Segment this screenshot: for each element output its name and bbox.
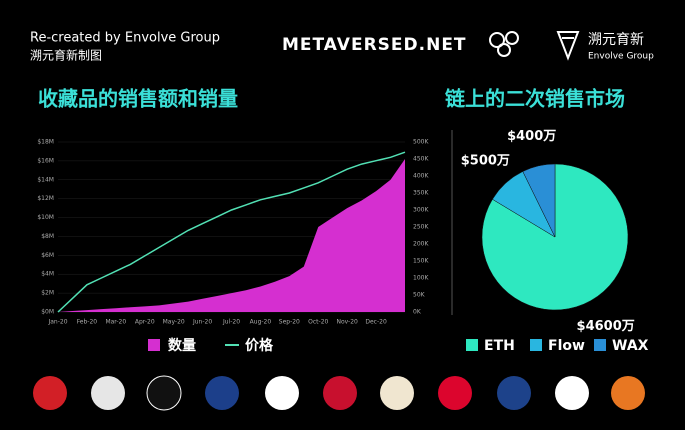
y-tick-label: $6M [41,252,54,259]
y-tick-label: $2M [41,290,54,297]
y-tick-label: $18M [37,139,54,146]
y2-tick-label: 100K [413,275,429,282]
y-tick-label: $16M [37,157,54,164]
y-tick-label: $4M [41,271,54,278]
y2-tick-label: 250K [413,224,429,231]
site-name: METAVERSED.NET [282,35,467,55]
legend-label: ETH [484,338,515,354]
y2-tick-label: 400K [413,173,429,180]
chart-title: 链上的二次销售市场 [445,87,625,111]
x-tick-label: Dec-20 [365,319,387,326]
x-tick-label: Apr-20 [135,319,155,326]
legend-swatch [530,339,542,351]
pie-slice [522,163,556,238]
x-tick-label: Jun-20 [192,319,212,326]
brand-cn: 溯元育新 [588,32,644,48]
x-tick-label: Nov-20 [336,319,358,326]
legend-label: Flow [548,338,585,354]
brand-logos [33,375,645,411]
brand-logo [556,31,580,61]
legend-swatch [466,339,478,351]
value-label: $400万 [507,129,556,144]
value-label: $500万 [461,154,510,169]
x-tick-label: Mar-20 [105,319,126,326]
value-label: $4600万 [577,319,635,334]
y2-tick-label: 500K [413,139,429,146]
credit-cn: 溯元育新制图 [30,48,102,63]
legend-swatch [148,339,160,351]
y2-tick-label: 0K [413,309,422,316]
x-tick-label: Jan-20 [47,319,67,326]
site-logo [489,31,519,57]
x-tick-label: Aug-20 [250,319,272,326]
y2-tick-label: 300K [413,207,429,214]
legend-label: 价格 [245,337,274,354]
legend-swatch [594,339,606,351]
y-tick-label: $12M [37,195,54,202]
brand-en: Envolve Group [588,52,654,62]
x-tick-label: May-20 [163,319,185,326]
line [57,151,406,313]
x-tick-label: Jul-20 [222,319,240,326]
y-tick-label: $8M [41,233,54,240]
legend-label: 数量 [168,337,196,354]
y2-tick-label: 150K [413,258,429,265]
credit: Re-created by Envolve Group [30,31,220,46]
x-tick-label: Sep-20 [279,319,300,326]
y2-tick-label: 50K [413,292,426,299]
x-tick-label: Oct-20 [308,319,328,326]
y-tick-label: $10M [37,214,54,221]
y2-tick-label: 450K [413,156,429,163]
area [58,159,405,312]
y2-tick-label: 350K [413,190,429,197]
legend-label: WAX [612,338,649,354]
y2-tick-label: 200K [413,241,429,248]
x-tick-label: Feb-20 [77,319,98,326]
chart-title: 收藏品的销售额和销量 [38,87,238,111]
y-tick-label: $14M [37,176,54,183]
y-tick-label: $0M [41,309,54,316]
